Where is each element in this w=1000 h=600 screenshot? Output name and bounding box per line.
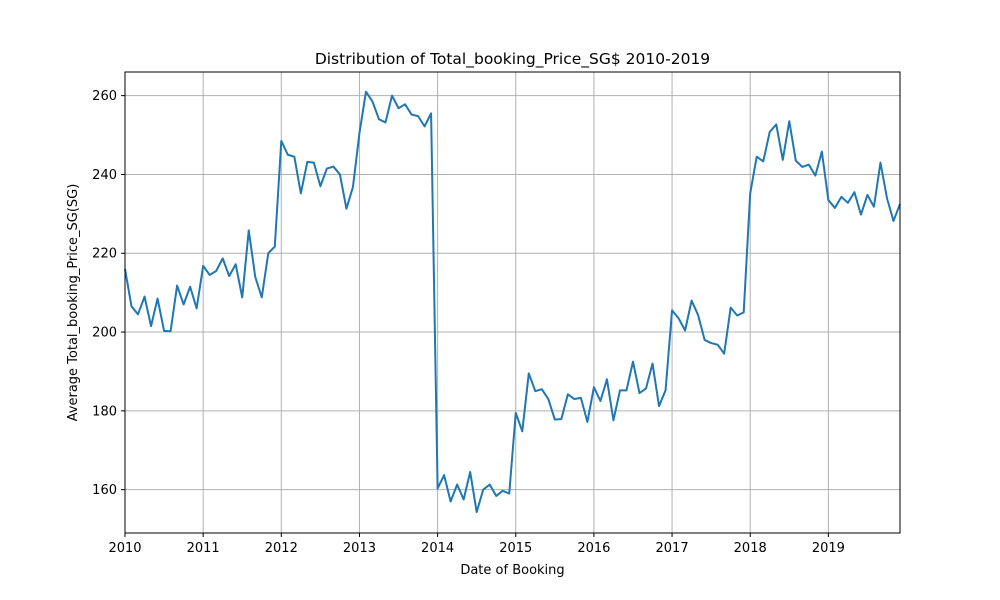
x-tick-label: 2017 xyxy=(656,541,689,556)
x-axis-label: Date of Booking xyxy=(460,563,564,578)
x-tick-label: 2012 xyxy=(265,541,298,556)
y-tick-label: 220 xyxy=(92,247,117,262)
y-tick-label: 200 xyxy=(92,326,117,341)
y-tick-label: 260 xyxy=(92,89,117,104)
x-tick-label: 2015 xyxy=(499,541,532,556)
x-tick-label: 2019 xyxy=(812,541,845,556)
grid xyxy=(124,72,900,533)
series-line xyxy=(124,90,901,514)
x-tick-label: 2014 xyxy=(421,541,454,556)
ticks: 2010 2011 2012 2013 2014 2015 2016 2017 2018 2019… xyxy=(92,89,845,556)
x-tick-label: 2011 xyxy=(187,541,220,556)
x-tick-label: 2010 xyxy=(108,541,141,556)
y-tick-label: 160 xyxy=(92,483,117,498)
plot-frame xyxy=(124,71,901,534)
x-tick-label: 2016 xyxy=(577,541,610,556)
x-tick-label: 2013 xyxy=(343,541,376,556)
series-layer xyxy=(124,90,901,514)
chart-title: Distribution of Total_booking_Price_SG$ … xyxy=(315,50,710,69)
y-tick-label: 240 xyxy=(92,168,117,183)
x-tick-label: 2018 xyxy=(734,541,767,556)
y-tick-label: 180 xyxy=(92,404,117,419)
y-axis-label: Average Total_booking_Price_SG(SG) xyxy=(66,184,81,422)
